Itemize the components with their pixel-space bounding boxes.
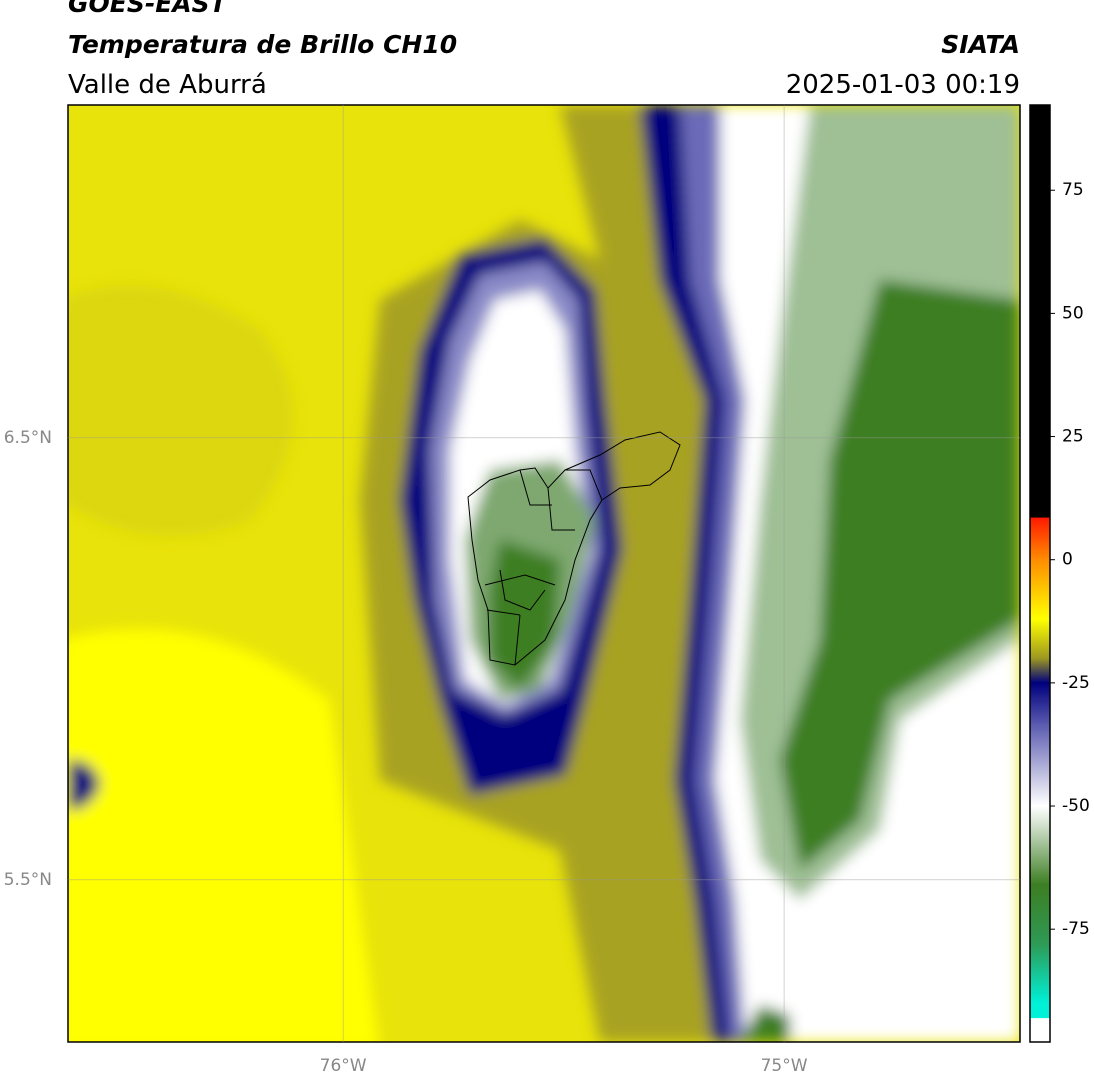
subtitle: Temperatura de Brillo CH10 — [68, 30, 457, 59]
satellite-image — [68, 105, 1020, 1042]
datetime: 2025-01-03 00:19 — [786, 70, 1020, 100]
colorbar — [1029, 104, 1051, 1043]
colorbar-label: -50 — [1062, 796, 1090, 816]
source: SIATA — [941, 30, 1020, 59]
colorbar-label: -25 — [1062, 673, 1090, 693]
title: GOES-EAST — [68, 0, 229, 18]
lat-label: 5.5°N — [4, 870, 52, 890]
lat-label: 6.5°N — [4, 428, 52, 448]
lon-label: 76°W — [320, 1056, 367, 1076]
colorbar-label: 25 — [1062, 427, 1084, 447]
colorbar-label: 75 — [1062, 180, 1084, 200]
region: Valle de Aburrá — [68, 70, 267, 100]
colorbar-label: 50 — [1062, 303, 1084, 323]
colorbar-label: -75 — [1062, 919, 1090, 939]
colorbar-label: 0 — [1062, 550, 1073, 570]
map-frame — [67, 104, 1021, 1043]
lon-label: 75°W — [761, 1056, 808, 1076]
